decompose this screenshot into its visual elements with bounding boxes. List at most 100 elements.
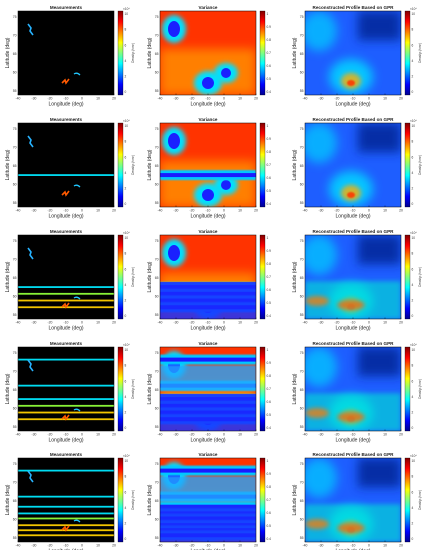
- y-tick-label: 60: [155, 518, 159, 522]
- y-tick-label: 55: [13, 201, 17, 205]
- y-tick-label: 75: [300, 462, 304, 466]
- x-tick-label: 20: [399, 321, 403, 325]
- x-axis-label: Longitude (deg): [48, 102, 83, 108]
- panel-4-3: Reconstructed Profile Based on GPR -40 -30…: [292, 341, 422, 444]
- low-variance-band-core: [160, 357, 256, 362]
- colorbar-exponent: ×10⁴: [123, 454, 130, 458]
- y-tick-label: 55: [155, 536, 159, 540]
- colorbar-tick-label: 0.8: [267, 374, 272, 378]
- colorbar: [117, 457, 124, 543]
- x-tick-label: -20: [48, 544, 53, 548]
- y-tick-label: 60: [155, 407, 159, 411]
- y-tick-label: 70: [13, 258, 17, 262]
- x-tick-label: 20: [399, 209, 403, 213]
- x-tick-label: -40: [158, 209, 163, 213]
- colorbar-tick-label: 2: [125, 411, 127, 415]
- colorbar-exponent: ×10⁴: [410, 7, 417, 11]
- y-axis-label: Latitude (deg): [147, 261, 153, 292]
- scan-line: [18, 411, 114, 414]
- x-tick-label: -30: [319, 321, 324, 325]
- x-tick-label: 10: [238, 97, 242, 101]
- x-tick-label: -40: [158, 433, 163, 437]
- colorbar-tick-label: 10: [412, 348, 416, 352]
- colorbar-tick-label: 0.4: [267, 537, 272, 541]
- colorbar-exponent: ×10⁴: [410, 343, 417, 347]
- scan-line: [18, 404, 114, 407]
- y-axis-label: Latitude (deg): [5, 261, 11, 292]
- colorbar: [259, 234, 266, 320]
- y-tick-label: 75: [155, 239, 159, 243]
- y-tick-label: 60: [300, 518, 304, 522]
- colorbar: [259, 122, 266, 208]
- y-tick-label: 55: [155, 89, 159, 93]
- plot-title: Reconstructed Profile Based on GPR: [313, 117, 395, 122]
- y-tick-label: 60: [300, 183, 304, 187]
- x-axis-label: Longitude (deg): [190, 549, 225, 550]
- x-tick-label: -30: [32, 209, 37, 213]
- y-axis-label: Latitude (deg): [5, 484, 11, 515]
- colorbar-tick-label: 0.6: [267, 176, 272, 180]
- x-tick-label: -10: [351, 433, 356, 437]
- x-tick-label: -30: [174, 321, 179, 325]
- scan-line: [18, 398, 114, 400]
- y-tick-label: 70: [155, 370, 159, 374]
- x-tick-label: -20: [335, 321, 340, 325]
- plot-title: Measurements: [50, 117, 83, 122]
- x-tick-label: 10: [383, 209, 387, 213]
- colorbar-label: Density (/cm³): [131, 267, 135, 287]
- y-axis-label: Latitude (deg): [292, 261, 298, 292]
- x-tick-label: 10: [96, 97, 100, 101]
- x-tick-label: -20: [48, 433, 53, 437]
- low-variance-core: [221, 68, 231, 78]
- colorbar-tick-label: 2: [412, 75, 414, 79]
- colorbar-label: Density (/cm³): [418, 490, 422, 510]
- x-tick-label: 10: [238, 433, 242, 437]
- y-axis-label: Latitude (deg): [147, 37, 153, 68]
- density-blob: [305, 123, 337, 163]
- colorbar-tick-label: 0.4: [267, 426, 272, 430]
- colorbar-tick-label: 10: [412, 124, 416, 128]
- colorbar-tick-label: 6: [125, 43, 127, 47]
- colorbar-tick-label: 0.7: [267, 498, 272, 502]
- y-tick-label: 70: [300, 146, 304, 150]
- colorbar-label: Density (/cm³): [131, 43, 135, 63]
- y-tick-label: 75: [300, 351, 304, 355]
- plot-title: Measurements: [50, 5, 83, 10]
- x-tick-label: -30: [174, 209, 179, 213]
- y-axis-label: Latitude (deg): [5, 149, 11, 180]
- colorbar-tick-label: 4: [125, 283, 127, 287]
- y-tick-label: 75: [13, 351, 17, 355]
- colorbar-tick-label: 0.8: [267, 38, 272, 42]
- colorbar-tick-label: 0.6: [267, 400, 272, 404]
- y-tick-label: 60: [13, 183, 17, 187]
- heatmap-area: [305, 235, 401, 319]
- density-blob: [305, 11, 337, 51]
- patch-east: [73, 408, 81, 412]
- y-tick-label: 70: [300, 481, 304, 485]
- plot-title: Variance: [199, 5, 218, 10]
- y-tick-label: 55: [300, 536, 304, 540]
- x-tick-label: 20: [254, 321, 258, 325]
- low-variance-region: [160, 282, 256, 319]
- y-tick-label: 70: [300, 370, 304, 374]
- x-axis-label: Longitude (deg): [335, 102, 370, 108]
- x-tick-label: -40: [16, 209, 21, 213]
- colorbar: [404, 122, 411, 208]
- colorbar-tick-label: 2: [125, 522, 127, 526]
- colorbar-tick-label: 0.9: [267, 25, 272, 29]
- colorbar-tick-label: 0.5: [267, 77, 272, 81]
- density-peak: [305, 408, 329, 418]
- scan-line: [18, 534, 114, 537]
- colorbar-tick-label: 2: [412, 522, 414, 526]
- y-tick-label: 70: [155, 481, 159, 485]
- y-tick-label: 60: [155, 71, 159, 75]
- y-tick-label: 65: [300, 52, 304, 56]
- scan-line: [18, 505, 114, 508]
- colorbar: [404, 457, 411, 543]
- x-tick-label: -10: [351, 97, 356, 101]
- colorbar-exponent: ×10⁴: [123, 231, 130, 235]
- colorbar-exponent: ×10⁴: [123, 343, 130, 347]
- colorbar: [404, 346, 411, 432]
